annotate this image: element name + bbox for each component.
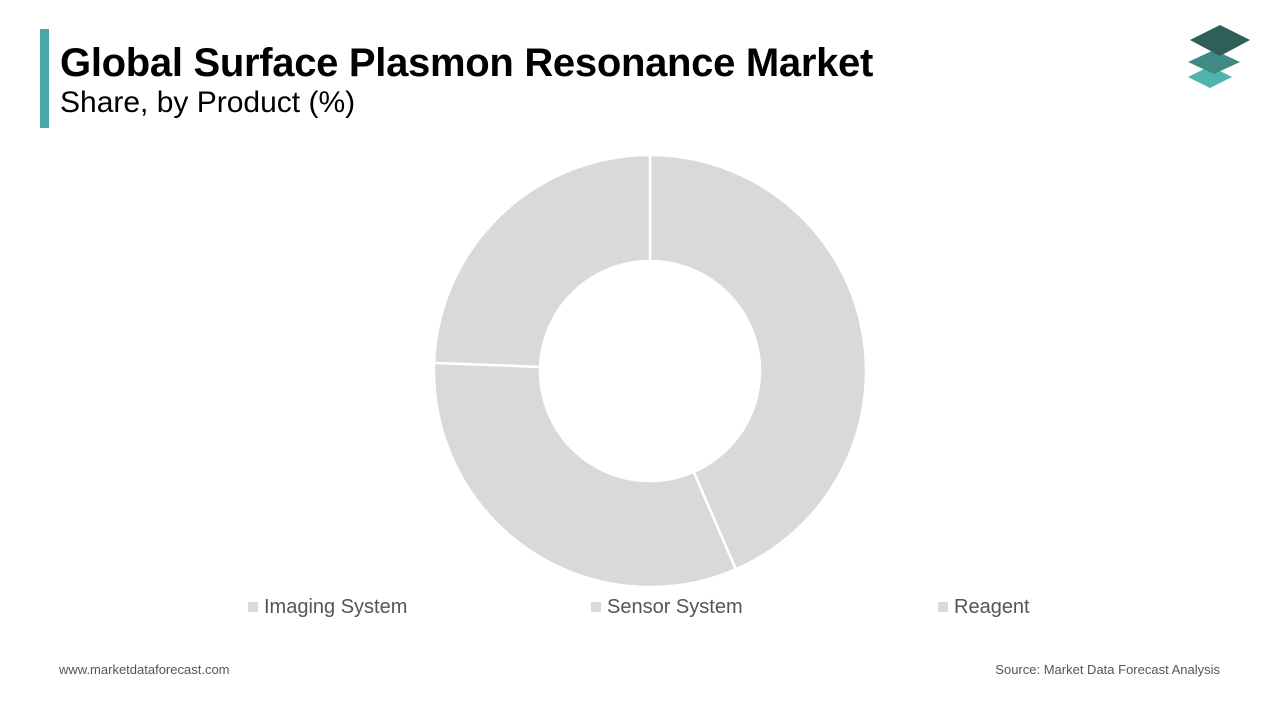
legend-item-reagent: Reagent (938, 595, 1030, 619)
legend-swatch (938, 602, 948, 612)
slice-sensor-system (432, 361, 738, 589)
slice-imaging-system (648, 153, 868, 571)
legend-item-sensor-system: Sensor System (591, 595, 743, 619)
logo-layer-top (1190, 25, 1250, 56)
slice-reagent (432, 153, 652, 369)
legend-item-imaging-system: Imaging System (248, 595, 407, 619)
title-accent-bar (40, 29, 49, 128)
legend-swatch (591, 602, 601, 612)
stacked-layers-logo-icon (1188, 25, 1250, 88)
logo-layer-middle (1188, 50, 1240, 74)
page-subtitle: Share, by Product (%) (60, 86, 356, 119)
donut-slices (432, 153, 868, 589)
legend-label: Sensor System (607, 596, 743, 618)
legend-swatch (248, 602, 258, 612)
footer-website: www.marketdataforecast.com (59, 662, 230, 677)
legend-label: Imaging System (264, 596, 408, 618)
logo-layer-bottom (1188, 66, 1232, 88)
legend-label: Reagent (954, 596, 1030, 618)
footer-source: Source: Market Data Forecast Analysis (995, 662, 1220, 677)
page-title: Global Surface Plasmon Resonance Market (60, 41, 874, 85)
